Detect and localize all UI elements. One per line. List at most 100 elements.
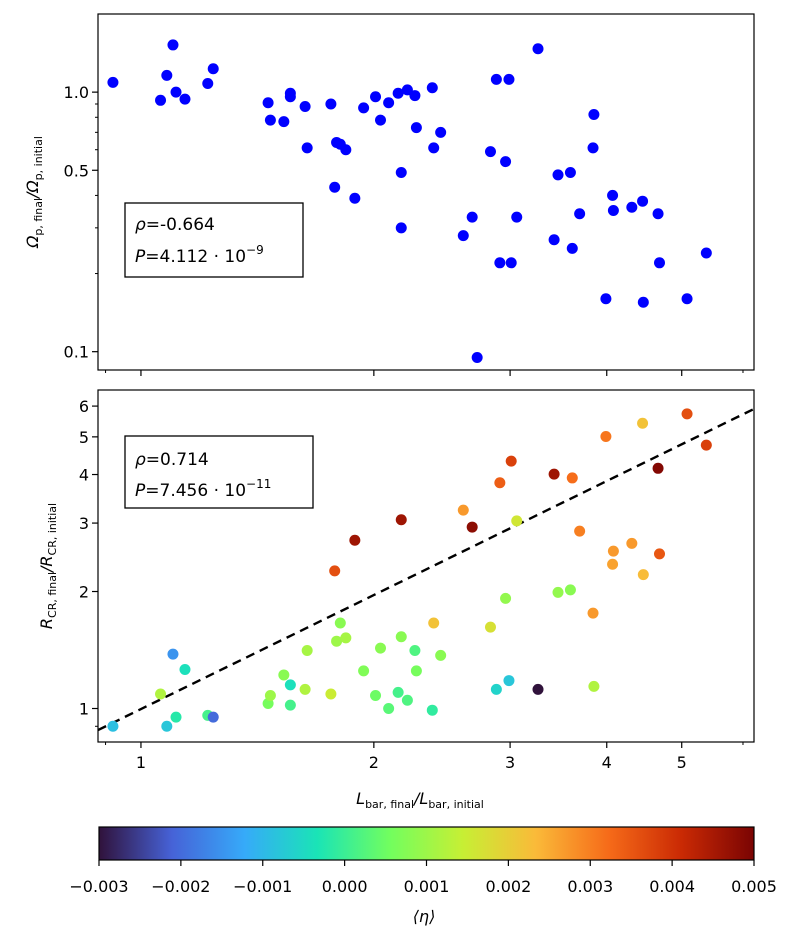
bottom-y-tick-label: 5 [79, 428, 89, 447]
bottom-point [435, 649, 447, 661]
top-point [409, 90, 421, 102]
bottom-y-tick-label: 4 [79, 466, 89, 485]
bottom-point [511, 515, 523, 527]
colorbar-tick-label: 0.000 [322, 877, 368, 896]
bottom-point [284, 699, 296, 711]
bottom-point [653, 548, 665, 560]
bottom-point [299, 683, 311, 695]
bottom-x-tick-label: 1 [136, 753, 146, 772]
top-point [426, 82, 438, 94]
bottom-x-axis-label: Lbar, final/Lbar, initial [356, 789, 484, 811]
top-point [262, 97, 274, 109]
top-point [325, 98, 337, 110]
top-point [566, 242, 578, 254]
bottom-point [392, 686, 404, 698]
bottom-point [637, 569, 649, 581]
bottom-y-tick-label: 1 [79, 700, 89, 719]
top-point [167, 39, 179, 51]
top-point [637, 195, 649, 207]
bottom-point [607, 545, 619, 557]
top-point [652, 208, 664, 220]
bottom-rho-text: ρ=0.714 [135, 450, 209, 470]
top-point [503, 73, 515, 85]
bottom-point [358, 665, 370, 677]
top-y-ticks: 0.1 0.5 1.0 [64, 83, 98, 362]
top-point [401, 84, 413, 96]
top-point [607, 204, 619, 216]
bottom-point [500, 592, 512, 604]
bottom-ylabel-sub2: CR, initial [46, 503, 59, 556]
top-point [428, 142, 440, 154]
top-point [329, 181, 341, 193]
bottom-point [587, 607, 599, 619]
bottom-x-tick-label: 4 [602, 753, 612, 772]
top-ylabel-sub1: p, final [32, 198, 45, 236]
bottom-point [155, 688, 167, 700]
bottom-point [325, 688, 337, 700]
bottom-point [395, 514, 407, 526]
top-point [564, 167, 576, 179]
top-y-axis-label: Ωp, final/Ωp, initial [23, 136, 45, 249]
bottom-point [490, 683, 502, 695]
bottom-y-tick-label: 3 [79, 514, 89, 533]
top-point [349, 192, 361, 204]
top-stats-box: ρ=-0.664 P=4.112 · 10−9 [124, 202, 304, 278]
top-point [494, 257, 506, 269]
bottom-x-ticks: 1 2 3 4 5 [105, 742, 744, 772]
bottom-point [566, 472, 578, 484]
xlabel-mid: /L [412, 789, 428, 808]
bottom-point [700, 439, 712, 451]
colorbar-tick-label: 0.004 [649, 877, 695, 896]
bottom-point [503, 675, 515, 687]
top-point [588, 109, 600, 121]
top-point [653, 257, 665, 269]
top-point [490, 73, 502, 85]
bottom-point [428, 617, 440, 629]
bottom-stats-box: ρ=0.714 P=7.456 · 10−11 [124, 435, 314, 509]
top-y-tick-label: 1.0 [64, 83, 89, 102]
bottom-point [170, 711, 182, 723]
bottom-point [207, 711, 219, 723]
bottom-point [284, 679, 296, 691]
top-rho-text: ρ=-0.664 [135, 215, 215, 235]
bottom-x-tick-label: 3 [505, 753, 515, 772]
bottom-point [395, 631, 407, 643]
bottom-scatter-points [107, 408, 712, 732]
bottom-point [167, 648, 179, 660]
bottom-point [505, 455, 517, 467]
bottom-point [331, 635, 343, 647]
bottom-point [179, 663, 191, 675]
top-point [207, 63, 219, 75]
top-ylabel-mid: /Ω [23, 180, 42, 200]
bottom-point [161, 720, 173, 732]
top-point [410, 122, 422, 134]
colorbar-tick-label: −0.003 [69, 877, 128, 896]
top-point [700, 247, 712, 259]
top-point [284, 91, 296, 103]
bottom-point [637, 417, 649, 429]
top-point [637, 296, 649, 308]
top-point [484, 146, 496, 158]
xlabel-sub2: bar, initial [428, 798, 484, 811]
top-point [574, 208, 586, 220]
colorbar-label: ⟨η⟩ [413, 907, 436, 926]
top-point [626, 201, 638, 213]
bottom-point [588, 680, 600, 692]
bottom-x-tick-label: 5 [677, 753, 687, 772]
colorbar-gradient [98, 826, 755, 861]
top-point [587, 142, 599, 154]
top-point [395, 167, 407, 179]
top-point [466, 211, 478, 223]
top-point [161, 69, 173, 81]
top-point [170, 86, 182, 98]
top-point [264, 114, 276, 126]
top-ylabel-main: Ω [23, 235, 42, 249]
bottom-point [383, 703, 395, 715]
bottom-point [564, 584, 576, 596]
bottom-point [494, 477, 506, 489]
top-point [532, 43, 544, 55]
bottom-point [401, 694, 413, 706]
bottom-p-text: P=7.456 · 10−11 [135, 477, 271, 501]
top-point [395, 222, 407, 234]
top-axes-frame [97, 13, 755, 371]
